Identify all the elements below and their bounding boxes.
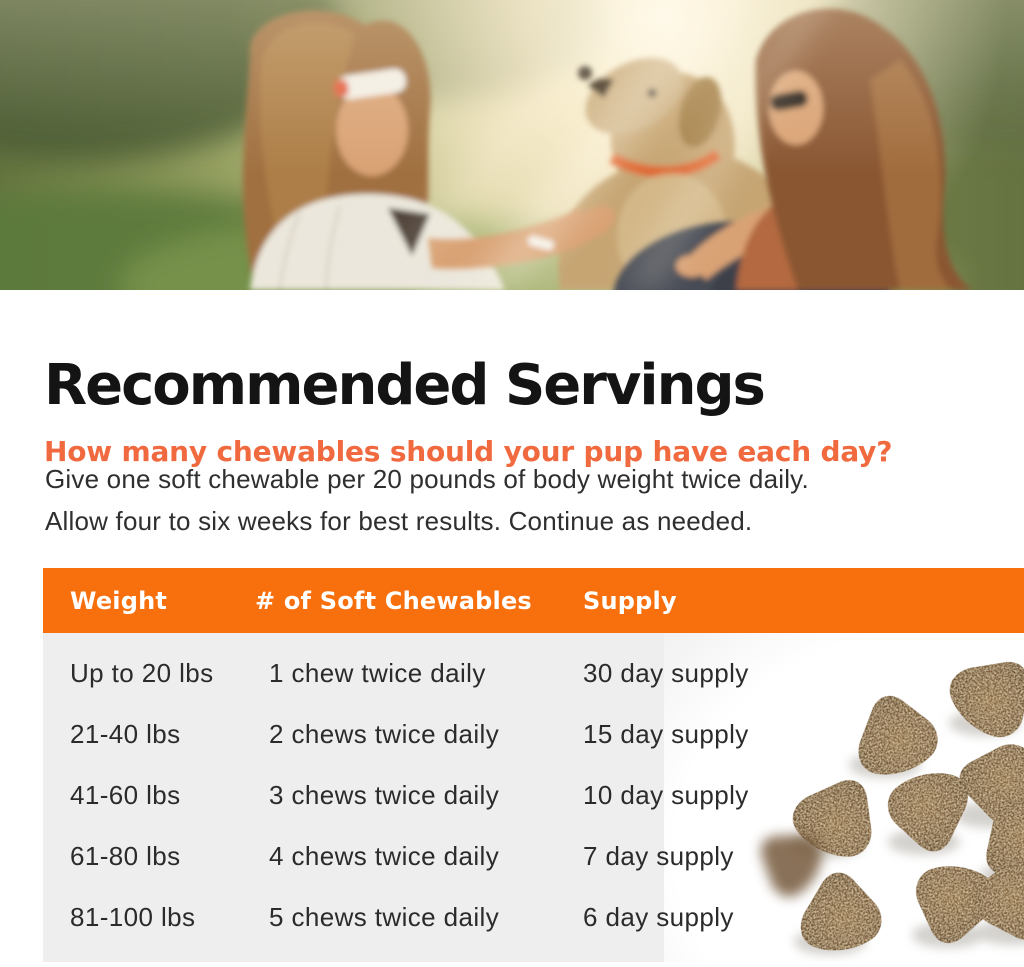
cell-supply: 6 day supply: [583, 902, 734, 932]
serving-table-header: Weight # of Soft Chewables Supply: [43, 568, 1024, 633]
cell-weight: 61-80 lbs: [70, 841, 181, 871]
intro-line-1: Give one soft chewable per 20 pounds of …: [45, 464, 809, 494]
header-cell-supply: Supply: [583, 586, 677, 615]
cell-supply: 10 day supply: [583, 780, 749, 810]
cell-weight: 81-100 lbs: [70, 902, 196, 932]
table-row: Up to 20 lbs 1 chew twice daily 30 day s…: [43, 643, 1024, 704]
hero-photo-illustration: [0, 0, 1024, 290]
intro-line-2: Allow four to six weeks for best results…: [45, 506, 753, 536]
chews-photo: [664, 633, 1024, 962]
table-row: 61-80 lbs 4 chews twice daily 7 day supp…: [43, 826, 1024, 887]
cell-weight: 41-60 lbs: [70, 780, 181, 810]
cell-chewables: 2 chews twice daily: [269, 719, 500, 749]
cell-chewables: 5 chews twice daily: [269, 902, 500, 932]
cell-chewables: 3 chews twice daily: [269, 780, 500, 810]
cell-supply: 7 day supply: [583, 841, 734, 871]
table-row: 41-60 lbs 3 chews twice daily 10 day sup…: [43, 765, 1024, 826]
header-cell-weight: Weight: [70, 586, 168, 615]
cell-chewables: 4 chews twice daily: [269, 841, 500, 871]
hero-photo: [0, 0, 1024, 290]
table-row: 81-100 lbs 5 chews twice daily 6 day sup…: [43, 887, 1024, 948]
cell-supply: 30 day supply: [583, 658, 749, 688]
cell-weight: 21-40 lbs: [70, 719, 181, 749]
cell-chewables: 1 chew twice daily: [269, 658, 486, 688]
page-title: Recommended Servings: [44, 352, 766, 418]
serving-table-rows: Up to 20 lbs 1 chew twice daily 30 day s…: [43, 633, 1024, 948]
table-row: 21-40 lbs 2 chews twice daily 15 day sup…: [43, 704, 1024, 765]
warm-haze-overlay: [0, 0, 1024, 290]
header-cell-chewables: # of Soft Chewables: [255, 586, 532, 615]
cell-weight: Up to 20 lbs: [70, 658, 214, 688]
cell-supply: 15 day supply: [583, 719, 749, 749]
serving-table-body: Up to 20 lbs 1 chew twice daily 30 day s…: [43, 633, 1024, 962]
chews-illustration: [745, 637, 1024, 957]
section-subtitle: How many chewables should your pup have …: [44, 435, 893, 469]
intro-text: Give one soft chewable per 20 pounds of …: [45, 458, 809, 542]
